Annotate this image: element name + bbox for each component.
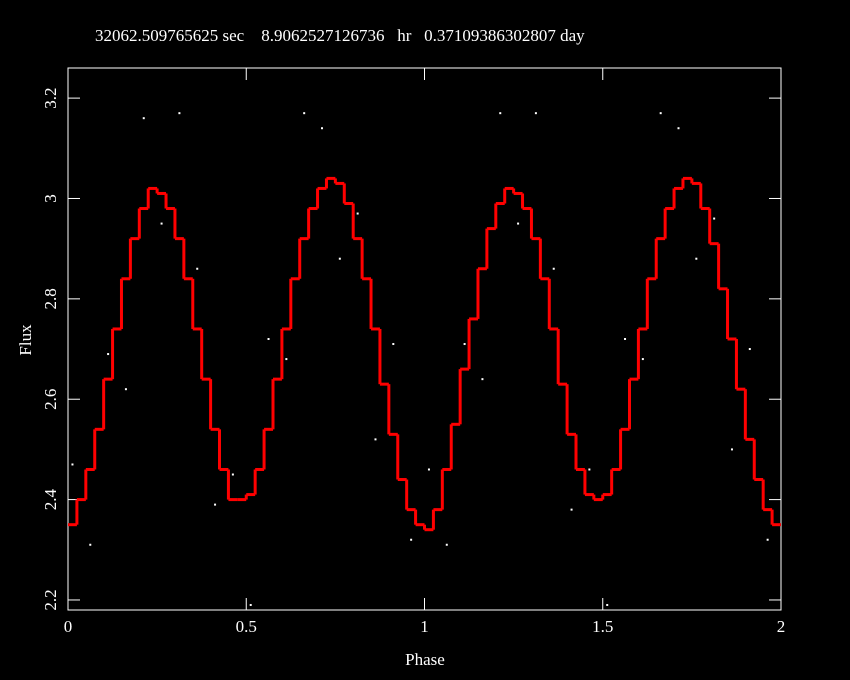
y-tick-label: 2.8 [41,288,60,309]
data-point [659,112,662,115]
data-point [588,468,591,471]
data-point [427,468,430,471]
data-point [124,388,127,391]
data-point [267,338,270,340]
y-tick-label: 2.6 [41,389,60,410]
x-tick-label: 1.5 [592,617,613,636]
data-point [196,267,199,270]
data-point [517,222,520,225]
x-tick-label: 0 [64,617,73,636]
data-point [71,463,74,466]
data-point [641,358,644,361]
data-point [606,603,609,606]
data-point [142,117,145,120]
data-point [392,343,395,346]
data-point [231,473,234,476]
data-point [160,222,163,225]
data-point [766,538,769,541]
data-point [695,257,698,260]
y-tick-label: 3 [41,194,60,203]
data-point [374,438,377,441]
data-point [748,348,751,351]
data-point [624,338,627,340]
data-point [481,378,484,381]
data-point [499,112,502,115]
data-point [303,112,306,115]
data-point [214,503,217,506]
x-tick-label: 2 [777,617,786,636]
data-point [178,112,181,115]
data-point [107,353,110,356]
chart-title: 32062.509765625 sec 8.9062527126736 hr 0… [95,26,585,45]
data-point [463,343,466,346]
x-tick-label: 1 [420,617,429,636]
data-point [356,212,359,215]
data-point [677,127,680,130]
data-point [445,543,448,546]
x-axis-label: Phase [405,650,445,669]
data-point [249,603,252,606]
x-tick-label: 0.5 [236,617,257,636]
data-point [321,127,324,130]
y-tick-label: 2.2 [41,589,60,610]
data-point [89,543,92,546]
data-point [730,448,733,451]
data-point [552,267,555,270]
y-tick-label: 3.2 [41,87,60,108]
data-point [410,538,413,541]
y-axis-label: Flux [16,324,35,356]
data-point [534,112,537,115]
data-point [338,257,341,260]
data-point [713,217,716,220]
data-point [285,358,288,361]
data-point [570,508,573,511]
y-tick-label: 2.4 [41,488,60,510]
